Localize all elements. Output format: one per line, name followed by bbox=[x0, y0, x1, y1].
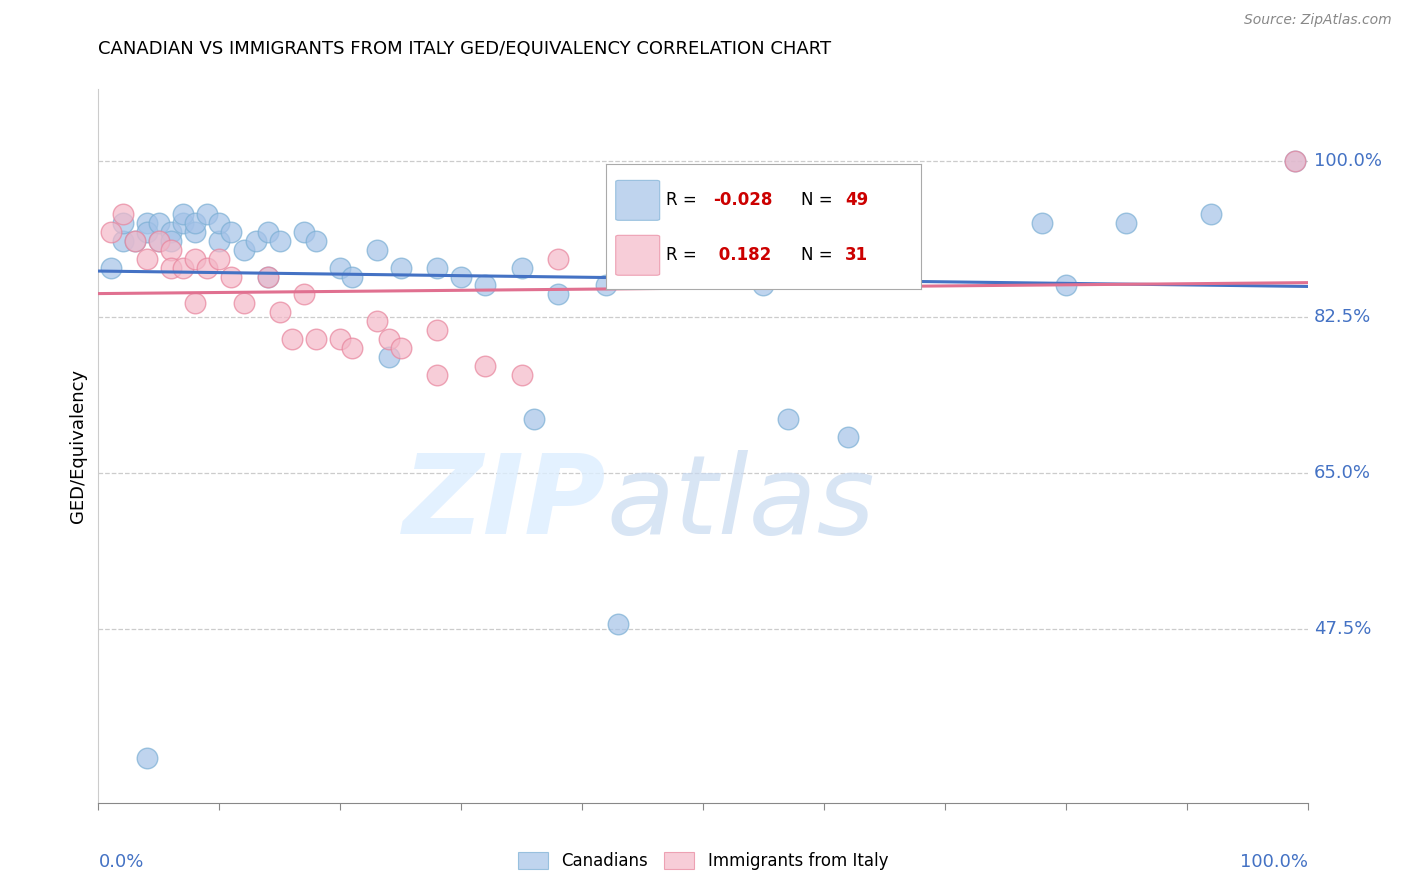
Point bbox=[366, 314, 388, 328]
Point bbox=[547, 252, 569, 266]
Point bbox=[474, 278, 496, 293]
Point bbox=[1054, 278, 1077, 293]
Point bbox=[232, 296, 254, 310]
Point bbox=[232, 243, 254, 257]
Point bbox=[184, 252, 207, 266]
Point bbox=[148, 234, 170, 248]
Point bbox=[366, 243, 388, 257]
Point bbox=[256, 269, 278, 284]
Point bbox=[184, 296, 207, 310]
Point bbox=[292, 287, 315, 301]
Point bbox=[1031, 216, 1053, 230]
Point bbox=[776, 412, 799, 426]
Point bbox=[111, 234, 134, 248]
Y-axis label: GED/Equivalency: GED/Equivalency bbox=[69, 369, 87, 523]
Point bbox=[752, 278, 775, 293]
Point bbox=[692, 269, 714, 284]
Point bbox=[837, 430, 859, 444]
Point bbox=[221, 269, 243, 284]
Point bbox=[692, 225, 714, 239]
Point bbox=[523, 412, 546, 426]
Point bbox=[305, 332, 328, 346]
Point bbox=[389, 260, 412, 275]
Text: atlas: atlas bbox=[606, 450, 875, 557]
Point bbox=[195, 207, 218, 221]
Point bbox=[256, 269, 278, 284]
Text: 100.0%: 100.0% bbox=[1240, 853, 1308, 871]
Point bbox=[1284, 153, 1306, 168]
Point bbox=[195, 260, 218, 275]
Text: CANADIAN VS IMMIGRANTS FROM ITALY GED/EQUIVALENCY CORRELATION CHART: CANADIAN VS IMMIGRANTS FROM ITALY GED/EQ… bbox=[98, 40, 831, 58]
Text: 65.0%: 65.0% bbox=[1313, 464, 1371, 482]
Text: 0.0%: 0.0% bbox=[98, 853, 143, 871]
Point bbox=[860, 225, 883, 239]
Point bbox=[160, 243, 183, 257]
Point bbox=[256, 225, 278, 239]
Point bbox=[184, 225, 207, 239]
Text: 100.0%: 100.0% bbox=[1313, 152, 1382, 169]
Point bbox=[111, 216, 134, 230]
Point bbox=[160, 234, 183, 248]
Text: Source: ZipAtlas.com: Source: ZipAtlas.com bbox=[1244, 13, 1392, 28]
Point bbox=[208, 216, 231, 230]
Point bbox=[426, 260, 449, 275]
Point bbox=[426, 323, 449, 337]
Point bbox=[172, 207, 194, 221]
Point bbox=[208, 252, 231, 266]
Point bbox=[607, 617, 630, 632]
Point bbox=[124, 234, 146, 248]
Point bbox=[450, 269, 472, 284]
Text: 47.5%: 47.5% bbox=[1313, 620, 1371, 638]
Point bbox=[510, 368, 533, 382]
Point bbox=[281, 332, 304, 346]
Point bbox=[100, 225, 122, 239]
Point bbox=[221, 225, 243, 239]
Point bbox=[595, 278, 617, 293]
Point bbox=[389, 341, 412, 355]
Point bbox=[111, 207, 134, 221]
Point bbox=[135, 252, 157, 266]
Point bbox=[1199, 207, 1222, 221]
Point bbox=[245, 234, 267, 248]
Point bbox=[510, 260, 533, 275]
Text: ZIP: ZIP bbox=[402, 450, 606, 557]
Point bbox=[208, 234, 231, 248]
Point bbox=[342, 269, 364, 284]
Point bbox=[184, 216, 207, 230]
Point bbox=[305, 234, 328, 248]
Text: 82.5%: 82.5% bbox=[1313, 308, 1371, 326]
Point bbox=[135, 751, 157, 765]
Point bbox=[148, 216, 170, 230]
Point bbox=[426, 368, 449, 382]
Point bbox=[160, 260, 183, 275]
Point bbox=[1284, 153, 1306, 168]
Point bbox=[377, 332, 399, 346]
Point bbox=[135, 225, 157, 239]
Point bbox=[172, 216, 194, 230]
Point bbox=[377, 350, 399, 364]
Point bbox=[172, 260, 194, 275]
Legend: Canadians, Immigrants from Italy: Canadians, Immigrants from Italy bbox=[510, 845, 896, 877]
Point bbox=[124, 234, 146, 248]
Point bbox=[292, 225, 315, 239]
Point bbox=[342, 341, 364, 355]
Point bbox=[135, 216, 157, 230]
Point bbox=[547, 287, 569, 301]
Point bbox=[269, 305, 291, 319]
Point bbox=[474, 359, 496, 373]
Point bbox=[100, 260, 122, 275]
Point bbox=[148, 234, 170, 248]
Point bbox=[329, 332, 352, 346]
Point bbox=[160, 225, 183, 239]
Point bbox=[329, 260, 352, 275]
Point bbox=[1115, 216, 1137, 230]
Point bbox=[269, 234, 291, 248]
